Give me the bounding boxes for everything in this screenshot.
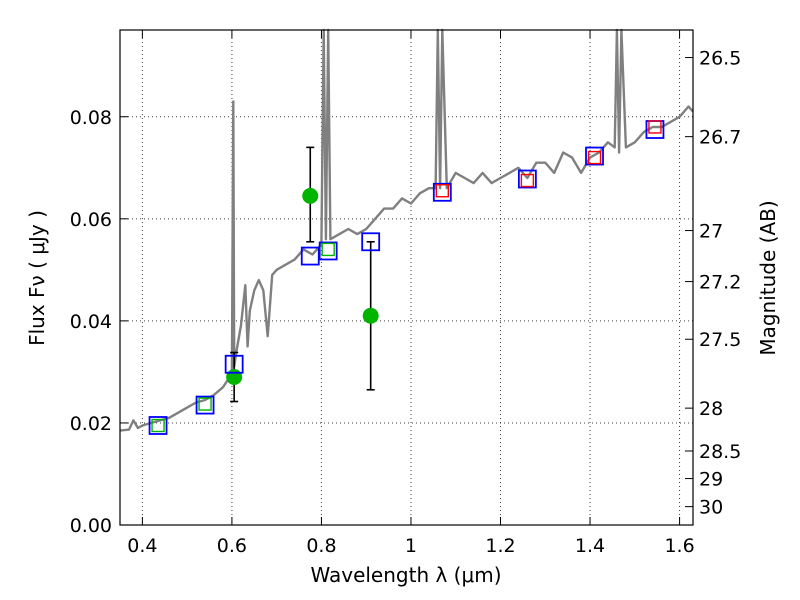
x-tick-label: 1.4 (575, 535, 605, 557)
x-tick-label: 1.6 (664, 535, 694, 557)
mag-tick-label: 27 (699, 221, 723, 243)
model-square (224, 354, 244, 374)
data-square (151, 418, 165, 433)
x-axis-label: Wavelength λ (μm) (310, 563, 501, 587)
observed-point (226, 369, 243, 386)
y-tick-label: 0.02 (70, 413, 112, 435)
mag-tick-label: 28.5 (699, 441, 741, 463)
tick-labels: 0.4 0.6 0.8 1 1.2 1.4 1.6 0.00 0.02 0.04 0.06 0.08 2… (70, 48, 742, 557)
y-tick-label: 0.08 (70, 107, 112, 129)
y-tick-label: 0.06 (70, 209, 112, 231)
mag-tick-label: 28 (699, 398, 723, 420)
series-layer (119, 28, 694, 435)
mag-tick-label: 26.5 (699, 48, 741, 70)
x-tick-label: 1 (405, 535, 417, 557)
mag-tick-label: 26.7 (699, 127, 741, 149)
observed-point (302, 187, 319, 204)
tick-marks (120, 30, 693, 526)
y-axis-label: Flux Fν ( μJy ) (25, 210, 49, 346)
mag-tick-label: 27.2 (699, 272, 741, 294)
data-square (648, 120, 662, 134)
y-tick-label: 0.04 (70, 311, 112, 333)
data-square (198, 397, 212, 411)
mag-tick-label: 29 (699, 469, 723, 491)
data-square (321, 242, 335, 257)
grid-lines (120, 30, 693, 525)
mag-tick-label: 30 (699, 497, 723, 519)
model-square (195, 395, 215, 415)
sed-model-line (119, 28, 694, 432)
plot-frame (119, 29, 694, 526)
model-square (432, 182, 452, 202)
x-tick-label: 1.2 (485, 535, 515, 557)
model-square (361, 232, 381, 252)
x-tick-label: 0.8 (306, 535, 336, 557)
data-square (587, 150, 602, 165)
model-square (585, 146, 604, 166)
data-square (520, 173, 535, 188)
data-square (435, 184, 450, 198)
right-axis-label: Magnitude (AB) (756, 200, 780, 355)
x-tick-label: 0.6 (217, 535, 247, 557)
model-square (517, 169, 537, 189)
y-tick-label: 0.00 (70, 515, 112, 537)
model-square (318, 241, 338, 261)
model-square (148, 416, 168, 435)
x-tick-label: 0.4 (127, 535, 157, 557)
model-square (300, 246, 320, 266)
observed-point (362, 307, 379, 324)
mag-tick-label: 27.5 (699, 329, 741, 351)
